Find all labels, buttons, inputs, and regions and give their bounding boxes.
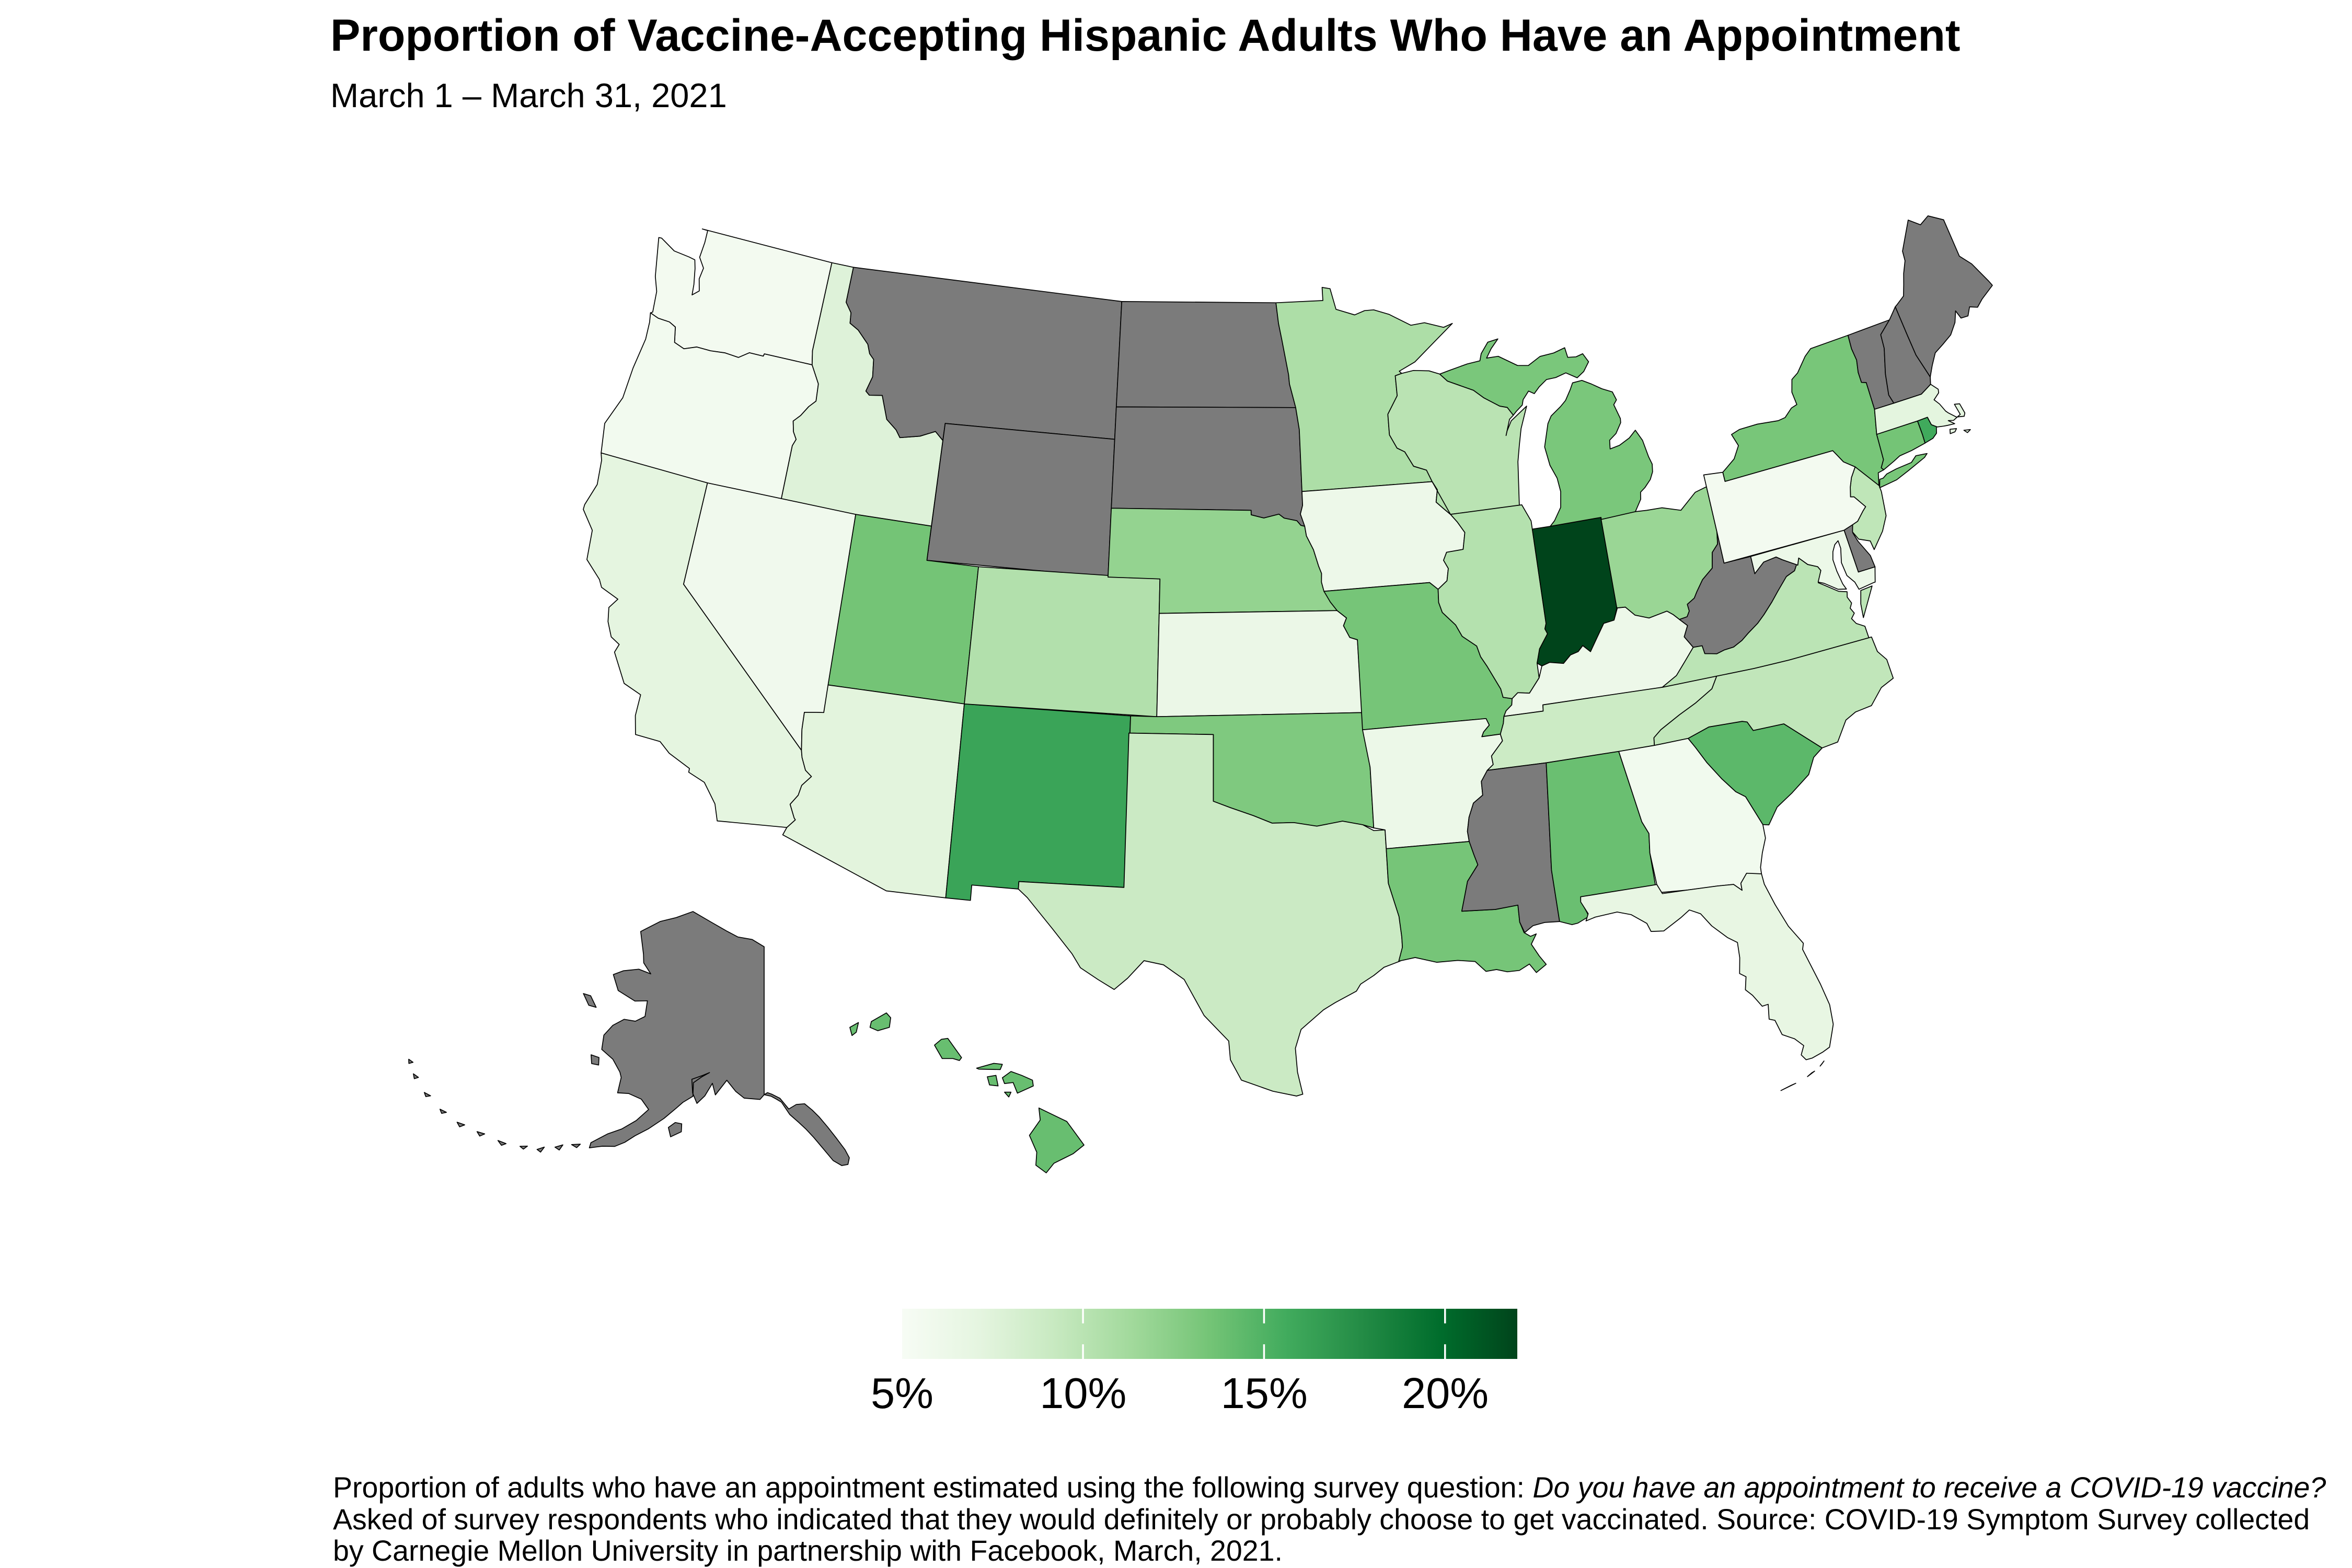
svg-text:Proportion of adults who have: Proportion of adults who have an appoint… (333, 1471, 2326, 1504)
svg-text:15%: 15% (1221, 1369, 1308, 1417)
svg-text:by Carnegie Mellon University: by Carnegie Mellon University in partner… (333, 1535, 1283, 1567)
svg-text:Proportion of Vaccine-Acceptin: Proportion of Vaccine-Accepting Hispanic… (330, 10, 1961, 61)
svg-text:5%: 5% (871, 1369, 933, 1417)
svg-text:20%: 20% (1402, 1369, 1489, 1417)
svg-text:10%: 10% (1040, 1369, 1126, 1417)
svg-text:Asked of survey respondents wh: Asked of survey respondents who indicate… (333, 1503, 2310, 1536)
svg-text:March 1 – March 31, 2021: March 1 – March 31, 2021 (330, 76, 727, 114)
